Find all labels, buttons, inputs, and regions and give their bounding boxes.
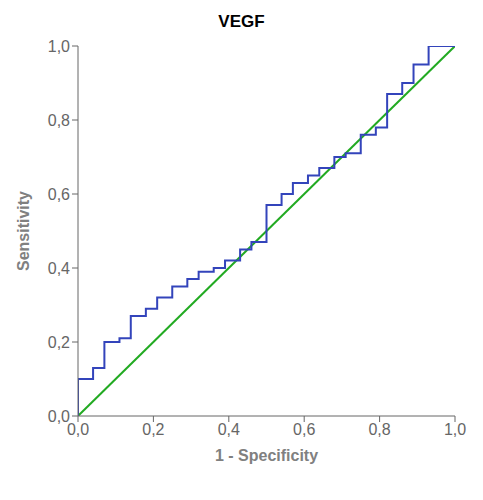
svg-text:0,8: 0,8 xyxy=(368,421,390,438)
svg-text:0,2: 0,2 xyxy=(48,334,70,351)
svg-text:1,0: 1,0 xyxy=(48,38,70,55)
html-text:VEGF: VEGF xyxy=(218,12,265,31)
svg-text:0,6: 0,6 xyxy=(48,186,70,203)
svg-text:1,0: 1,0 xyxy=(444,421,466,438)
svg-text:0,2: 0,2 xyxy=(142,421,164,438)
svg-text:1 - Specificity: 1 - Specificity xyxy=(215,447,318,464)
svg-text:0,8: 0,8 xyxy=(48,112,70,129)
svg-text:0,4: 0,4 xyxy=(218,421,240,438)
svg-text:0,4: 0,4 xyxy=(48,260,70,277)
svg-text:0,0: 0,0 xyxy=(48,408,70,425)
svg-text:Sensitivity: Sensitivity xyxy=(15,191,32,271)
svg-text:0,0: 0,0 xyxy=(67,421,89,438)
svg-text:0,6: 0,6 xyxy=(293,421,315,438)
